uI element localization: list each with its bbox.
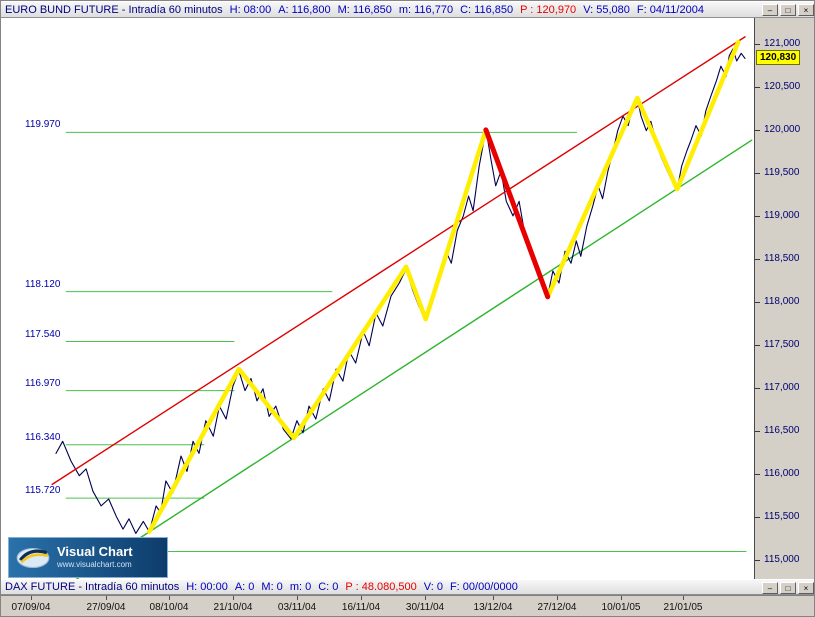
price-tick-mark: [755, 87, 760, 88]
date-tick-label: 08/10/04: [149, 602, 189, 613]
date-tick-label: 27/12/04: [537, 602, 577, 613]
date-tick-mark: [361, 596, 362, 600]
quote-field-2: M: 116,850: [337, 3, 392, 16]
quote-field-0: H: 00:00: [186, 581, 228, 593]
price-tick-mark: [755, 517, 760, 518]
price-tick-mark: [755, 130, 760, 131]
logo-url[interactable]: www.visualchart.com: [57, 560, 132, 570]
level-price-label: 116.970: [25, 377, 61, 389]
bund-window-buttons: – □ ×: [762, 4, 814, 16]
date-tick-label: 21/10/04: [213, 602, 253, 613]
quote-field-5: P : 48.080,500: [345, 581, 417, 593]
bund-pane-header[interactable]: EURO BUND FUTURE - Intradía 60 minutos H…: [1, 1, 814, 18]
visual-chart-logo-icon: [16, 547, 50, 568]
date-tick-label: 10/01/05: [601, 602, 641, 613]
price-tick-label: 116,000: [764, 468, 800, 479]
price-tick-mark: [755, 259, 760, 260]
price-tick-label: 116,500: [764, 425, 800, 436]
level-price-label: 116.340: [25, 431, 61, 443]
visual-chart-logo: Visual Chart www.visualchart.com: [8, 537, 168, 578]
date-tick-mark: [31, 596, 32, 600]
price-tick-label: 119,000: [764, 210, 800, 221]
price-tick-mark: [755, 216, 760, 217]
dax-window-buttons: – □ ×: [762, 582, 814, 594]
logo-title: Visual Chart: [57, 543, 133, 559]
price-tick-mark: [755, 388, 760, 389]
minimize-icon[interactable]: –: [762, 582, 778, 594]
level-price-label: 115.720: [25, 485, 61, 497]
close-icon[interactable]: ×: [798, 4, 814, 16]
date-tick-label: 03/11/04: [277, 602, 317, 613]
price-tick-mark: [755, 302, 760, 303]
quote-field-2: M: 0: [261, 581, 283, 593]
quote-field-5: P : 120,970: [520, 3, 577, 16]
date-tick-mark: [233, 596, 234, 600]
close-icon[interactable]: ×: [798, 582, 814, 594]
impulse-wave-red: [483, 127, 551, 300]
minimize-icon[interactable]: –: [762, 4, 778, 16]
date-tick-label: 30/11/04: [405, 602, 445, 613]
price-tick-mark: [755, 474, 760, 475]
quote-field-4: C: 0: [318, 581, 339, 593]
date-tick-mark: [493, 596, 494, 600]
quote-field-3: m: 116,770: [398, 3, 454, 16]
price-tick-mark: [755, 345, 760, 346]
date-axis[interactable]: 07/09/04 27/09/04 08/10/04 21/10/04 03/11/04…: [1, 595, 814, 616]
price-axis[interactable]: 120,830 121,000 120,500 120,000 119,500 119,…: [755, 18, 814, 579]
date-tick-mark: [169, 596, 170, 600]
price-tick-label: 117,500: [764, 339, 800, 350]
quote-field-0: H: 08:00: [229, 3, 272, 16]
price-tick-label: 118,500: [764, 253, 800, 264]
dax-pane-header[interactable]: DAX FUTURE - Intradía 60 minutos H: 00:0…: [1, 579, 814, 595]
dax-quote-fields: H: 00:00 A: 0 M: 0 m: 0 C: 0 P : 48.080,500 V:…: [179, 581, 518, 593]
elliott-wave-yellow-1: [147, 127, 489, 534]
price-chart-canvas: [51, 36, 753, 579]
bund-pane-title: EURO BUND FUTURE - Intradía 60 minutos: [5, 3, 223, 16]
price-tick-mark: [755, 560, 760, 561]
price-tick-label: 118,000: [764, 296, 800, 307]
price-tick-label: 120,500: [764, 81, 801, 92]
date-tick-mark: [297, 596, 298, 600]
last-price-badge: 120,830: [756, 50, 801, 65]
maximize-icon[interactable]: □: [780, 582, 796, 594]
bund-quote-fields: H: 08:00 A: 116,800 M: 116,850 m: 116,770 C:…: [223, 4, 704, 16]
price-tick-label: 120,000: [764, 124, 801, 135]
level-price-label: 118.120: [25, 278, 61, 290]
quote-field-6: V: 0: [423, 581, 443, 593]
quote-field-3: m: 0: [289, 581, 312, 593]
date-tick-mark: [683, 596, 684, 600]
quote-field-4: C: 116,850: [460, 3, 514, 16]
price-tick-mark: [755, 44, 760, 45]
date-tick-mark: [106, 596, 107, 600]
date-tick-label: 07/09/04: [11, 602, 51, 613]
date-tick-mark: [425, 596, 426, 600]
price-tick-mark: [755, 173, 760, 174]
date-tick-mark: [557, 596, 558, 600]
price-tick-label: 117,000: [764, 382, 800, 393]
date-tick-mark: [621, 596, 622, 600]
level-price-label: 117.540: [25, 328, 61, 340]
price-tick-label: 115,500: [764, 511, 800, 522]
date-tick-label: 27/09/04: [86, 602, 126, 613]
quote-field-1: A: 116,800: [278, 3, 331, 16]
trend-channel-lower-line: [75, 139, 753, 579]
price-tick-label: 119,500: [764, 167, 800, 178]
price-tick-label: 115,000: [764, 554, 800, 565]
quote-field-1: A: 0: [234, 581, 255, 593]
quote-field-7: F: 04/11/2004: [636, 3, 704, 16]
quote-field-7: F: 00/00/0000: [449, 581, 518, 593]
level-price-label: 119.970: [25, 119, 61, 131]
date-tick-label: 16/11/04: [341, 602, 381, 613]
price-tick-label: 121,000: [764, 38, 801, 49]
date-tick-label: 13/12/04: [473, 602, 513, 613]
elliott-wave-yellow-2: [545, 39, 741, 300]
quote-field-6: V: 55,080: [583, 3, 630, 16]
price-chart-plot[interactable]: 119.970 118.120 117.540 116.970 116.340 115.7…: [1, 18, 755, 579]
dax-pane-title: DAX FUTURE - Intradía 60 minutos: [5, 581, 180, 593]
price-tick-mark: [755, 431, 760, 432]
date-tick-label: 21/01/05: [663, 602, 703, 613]
maximize-icon[interactable]: □: [780, 4, 796, 16]
